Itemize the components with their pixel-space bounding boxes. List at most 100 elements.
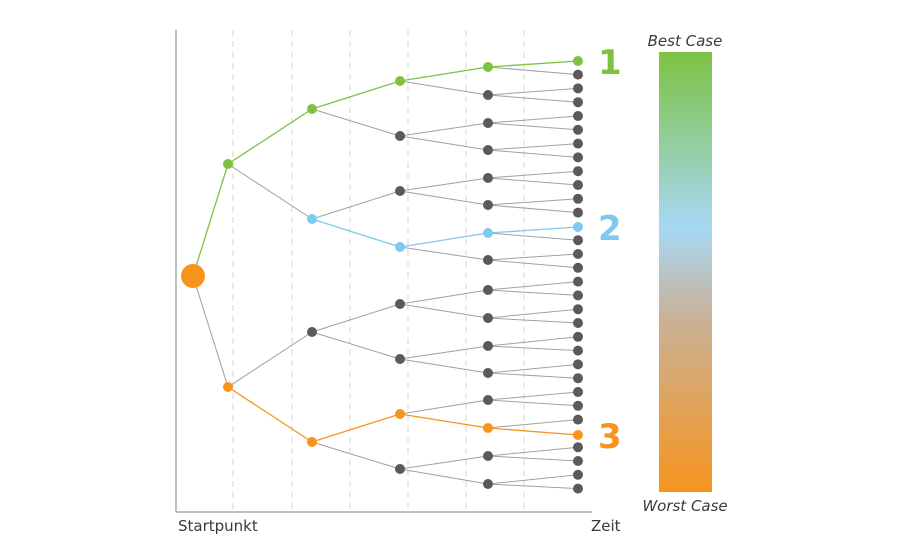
tree-node <box>573 442 583 453</box>
tree-node <box>573 111 583 121</box>
tree-node-best <box>573 56 583 66</box>
tree-edge <box>487 474 579 485</box>
tree-node <box>573 318 583 328</box>
tree-edge <box>487 66 579 76</box>
tree-node <box>483 90 493 100</box>
tree-node-worst <box>307 437 317 447</box>
tree-edge <box>487 372 579 379</box>
tree-node-mid <box>573 222 583 232</box>
tree-edge <box>487 483 579 490</box>
tree-edge <box>399 177 489 192</box>
tree-edge <box>487 94 579 103</box>
tree-node <box>483 368 493 378</box>
start-node <box>181 264 205 288</box>
tree-edge <box>227 331 313 388</box>
tree-edge-worst <box>487 427 579 436</box>
worst-case-label: Worst Case <box>642 497 727 515</box>
tree-node <box>483 173 493 183</box>
tree-node <box>483 200 493 210</box>
time-label: Zeit <box>591 517 621 535</box>
tree-edge-best <box>192 163 229 277</box>
tree-edge <box>487 363 579 374</box>
tree-edge-best <box>227 108 313 165</box>
tree-node <box>395 354 405 364</box>
tree-edge-best <box>311 80 401 110</box>
tree-node <box>483 145 493 155</box>
tree-edge <box>311 190 401 220</box>
tree-node-worst <box>483 423 493 433</box>
tree-edge <box>487 336 579 347</box>
tree-edge <box>487 308 579 319</box>
tree-edge <box>399 399 489 415</box>
tree-edge-worst <box>227 386 313 443</box>
tree-node <box>483 395 493 405</box>
tree-node <box>483 255 493 265</box>
tree-node <box>573 83 583 94</box>
tree-node-mid <box>483 228 493 238</box>
tree-edge <box>399 122 489 137</box>
tree-edge-worst <box>311 413 401 443</box>
tree-edge-worst <box>399 413 489 429</box>
tree-edge <box>399 468 489 485</box>
best-case-label: Best Case <box>648 32 723 50</box>
tree-node-best <box>223 159 233 169</box>
tree-node <box>573 166 583 177</box>
tree-edge <box>487 419 579 429</box>
tree-node <box>573 249 583 259</box>
tree-node <box>573 483 583 494</box>
tree-edge-best <box>399 66 489 82</box>
tree-edge <box>487 446 579 457</box>
tree-edge <box>192 275 229 388</box>
tree-node <box>483 479 493 489</box>
tree-edge <box>311 331 401 360</box>
tree-edge <box>487 149 579 158</box>
tree-node <box>573 276 583 287</box>
tree-edge <box>311 441 401 470</box>
tree-node <box>573 400 583 411</box>
tree-node-best <box>307 104 317 114</box>
scenario-color-scale <box>659 52 712 492</box>
tree-edge <box>311 108 401 137</box>
tree-node <box>573 124 583 135</box>
tree-node-mid <box>307 214 317 224</box>
tree-edges <box>192 60 579 490</box>
tree-node <box>483 118 493 128</box>
tree-node <box>395 464 405 474</box>
tree-edge <box>487 317 579 324</box>
tree-edge <box>399 246 489 261</box>
tree-node <box>573 359 583 370</box>
tree-node <box>573 304 583 315</box>
tree-edge <box>487 391 579 401</box>
tree-node <box>573 456 583 466</box>
outcome-label-3: 3 <box>598 417 622 457</box>
tree-node <box>573 235 583 246</box>
tree-edge <box>399 455 489 470</box>
tree-edge <box>487 289 579 296</box>
tree-edge <box>487 170 579 179</box>
tree-edge <box>399 289 489 305</box>
tree-edge <box>399 303 489 319</box>
tree-edge <box>399 190 489 206</box>
tree-node <box>573 180 583 190</box>
tree-node <box>573 138 583 149</box>
tree-node <box>573 345 583 356</box>
tree-edge <box>487 259 579 269</box>
tree-edge <box>487 399 579 407</box>
tree-node-worst <box>223 382 233 392</box>
tree-node-worst <box>573 430 583 440</box>
outcome-label-2: 2 <box>598 209 622 249</box>
tree-edge <box>487 87 579 96</box>
tree-node <box>573 387 583 397</box>
tree-edge <box>399 80 489 96</box>
tree-edge <box>487 143 579 151</box>
tree-node <box>573 152 583 163</box>
tree-node <box>573 97 583 108</box>
tree-edge <box>487 204 579 214</box>
tree-node <box>483 341 493 351</box>
tree-node <box>395 299 405 309</box>
tree-node-worst <box>395 409 405 419</box>
tree-edge <box>487 115 579 124</box>
tree-edge <box>399 345 489 360</box>
tree-edge-mid <box>487 226 579 234</box>
